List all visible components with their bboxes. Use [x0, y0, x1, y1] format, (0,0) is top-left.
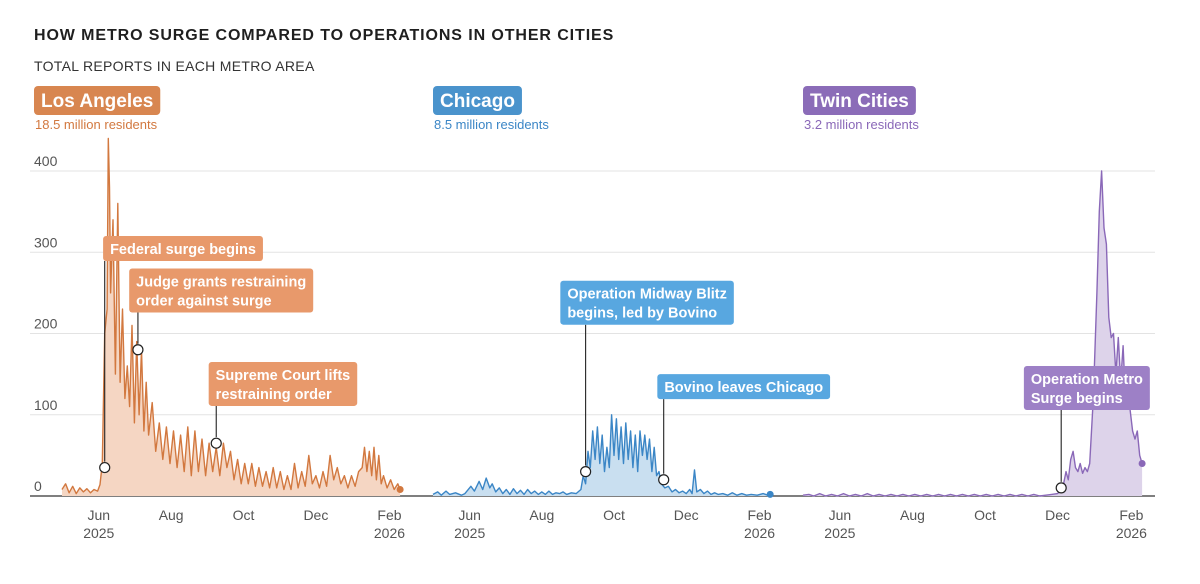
- annotation: Federal surge begins: [99, 236, 263, 474]
- x-tick-label: Aug: [900, 507, 925, 523]
- annotation-text: Surge begins: [1031, 391, 1123, 407]
- annotation-text: Judge grants restraining: [136, 275, 306, 291]
- x-tick-label: Dec: [303, 507, 328, 523]
- panel-chicago: Jun 2025 Aug Oct Dec Feb 2026 Chicago 8.5 millio…: [432, 86, 831, 541]
- annotation-text: begins, led by Bovino: [567, 306, 717, 322]
- series-area: [62, 138, 401, 496]
- series-end-dot: [1138, 460, 1146, 467]
- annotation-marker: [1055, 482, 1067, 494]
- annotation-text: restraining order: [216, 387, 332, 403]
- panel-label: Los Angeles: [41, 91, 153, 112]
- annotation: Bovino leaves Chicago: [657, 374, 831, 486]
- annotation-marker: [658, 474, 670, 486]
- y-tick-label: 300: [34, 234, 58, 250]
- x-tick-label: Jun: [829, 507, 852, 523]
- x-tick-label: Aug: [529, 507, 554, 523]
- x-tick-sublabel: 2026: [744, 525, 775, 541]
- x-tick-label: Jun: [87, 507, 110, 523]
- annotation-text: Operation Metro: [1031, 372, 1143, 388]
- annotation: Supreme Court lifts restraining order: [208, 361, 358, 449]
- annotation: Operation Metro Surge begins: [1023, 366, 1150, 494]
- annotation-box: [103, 236, 263, 261]
- annotation-marker: [99, 461, 111, 474]
- x-tick-label: Aug: [159, 507, 184, 523]
- annotation: Operation Midway Blitz begins, led by Bov…: [560, 280, 734, 478]
- annotation-text: order against surge: [136, 294, 271, 310]
- panel-los-angeles: Jun 2025 Aug Oct Dec Feb 2026 Los Angeles 18.5 m…: [34, 86, 405, 541]
- annotation-text: Bovino leaves Chicago: [664, 380, 823, 396]
- annotation-box: [208, 361, 358, 406]
- chart-title: HOW METRO SURGE COMPARED TO OPERATIONS I…: [34, 27, 615, 44]
- x-tick-label: Feb: [377, 507, 401, 523]
- y-tick-label: 0: [34, 478, 42, 494]
- annotation-marker: [580, 466, 592, 478]
- x-tick-label: Oct: [974, 507, 996, 523]
- panel-twin-cities: Jun 2025 Aug Oct Dec Feb 2026 Twin Cities 3.2 mi…: [802, 86, 1150, 541]
- y-tick-label: 100: [34, 397, 58, 413]
- x-tick-label: Feb: [747, 507, 771, 523]
- annotation-box: [560, 280, 734, 325]
- y-tick-label: 200: [34, 316, 58, 332]
- panel-label-badge: [34, 86, 161, 115]
- annotation-text: Supreme Court lifts: [216, 368, 351, 384]
- panel-residents: 3.2 million residents: [804, 117, 919, 132]
- y-tick-label: 400: [34, 153, 58, 169]
- series-area: [433, 414, 771, 496]
- series-line: [432, 414, 771, 496]
- panel-label: Chicago: [440, 91, 515, 112]
- series-line: [802, 170, 1143, 497]
- annotation: Judge grants restraining order against su…: [129, 268, 314, 356]
- x-tick-sublabel: 2026: [374, 525, 405, 541]
- annotation-marker: [210, 437, 222, 449]
- annotation-box: [657, 374, 831, 400]
- x-tick-label: Oct: [603, 507, 625, 523]
- annotation-text: Operation Midway Blitz: [567, 287, 727, 303]
- series-area: [803, 171, 1143, 496]
- x-tick-label: Oct: [233, 507, 255, 523]
- x-tick-label: Feb: [1119, 507, 1143, 523]
- panel-label-badge: [433, 86, 522, 115]
- annotation-box: [1023, 366, 1150, 410]
- panel-residents: 8.5 million residents: [434, 117, 549, 132]
- annotation-marker: [132, 344, 144, 356]
- panel-label-badge: [803, 86, 916, 115]
- series-end-dot: [766, 490, 774, 498]
- series-end-dot: [396, 486, 404, 493]
- x-tick-sublabel: 2025: [824, 525, 855, 541]
- x-tick-label: Jun: [458, 507, 481, 523]
- x-tick-sublabel: 2025: [454, 525, 485, 541]
- chart-subtitle: TOTAL REPORTS IN EACH METRO AREA: [34, 58, 315, 74]
- x-tick-label: Dec: [1045, 507, 1070, 523]
- annotation-text: Federal surge begins: [110, 242, 256, 258]
- series-line: [61, 137, 401, 495]
- annotation-box: [129, 268, 314, 313]
- x-tick-sublabel: 2026: [1116, 525, 1147, 541]
- panel-residents: 18.5 million residents: [35, 117, 158, 132]
- panel-label: Twin Cities: [810, 91, 909, 112]
- x-tick-sublabel: 2025: [83, 525, 114, 541]
- x-tick-label: Dec: [674, 507, 699, 523]
